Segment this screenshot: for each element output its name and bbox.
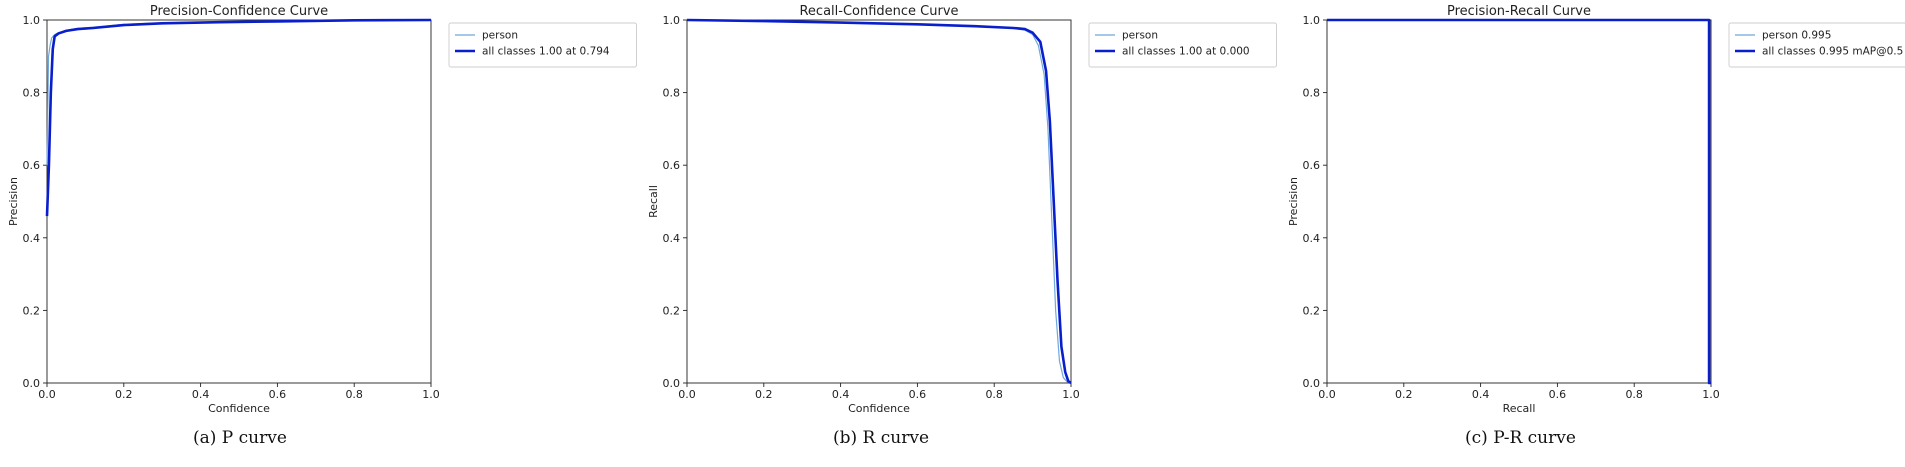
x-tick-label: 0.2 [755,388,773,401]
x-tick-label: 1.0 [422,388,440,401]
y-axis-label: Precision [7,177,20,226]
caption-r-curve: (b) R curve [833,428,930,448]
y-tick-label: 0.8 [23,87,41,100]
y-axis-label: Precision [1287,177,1300,226]
legend-entry: person [1122,30,1158,42]
y-tick-label: 0.4 [23,232,41,245]
x-tick-label: 0.6 [269,388,287,401]
x-axis-label: Confidence [208,402,270,415]
legend-entry: all classes 1.00 at 0.000 [1122,46,1250,58]
y-tick-label: 0.4 [1303,232,1321,245]
chart-precision-confidence: Precision-Confidence Curve 0.0 0.2 0.4 0.6 0.… [7,4,637,415]
y-tick-label: 0.4 [663,232,681,245]
chart-title: Precision-Confidence Curve [150,4,328,19]
legend-box [448,22,637,68]
x-tick-label: 0.0 [678,388,696,401]
x-tick-label: 0.2 [115,388,133,401]
y-tick-label: 0.8 [663,87,681,100]
legend-entry: all classes 0.995 mAP@0.5 [1762,46,1903,58]
chart-precision-recall: Precision-Recall Curve 0.0 0.2 0.4 0.6 0.8 1.0… [1287,4,1905,415]
plot-area [686,19,1072,384]
legend-box [1728,22,1905,68]
x-axis-label: Confidence [848,402,910,415]
y-tick-label: 0.6 [1303,159,1321,172]
x-tick-label: 0.4 [1472,388,1490,401]
chart-recall-confidence: Recall-Confidence Curve 0.0 0.2 0.4 0.6 0.8 1.… [647,4,1277,415]
y-tick-label: 0.0 [23,377,41,390]
x-tick-label: 0.6 [909,388,927,401]
x-tick-label: 0.0 [1318,388,1336,401]
x-tick-label: 1.0 [1702,388,1720,401]
y-tick-label: 0.2 [1303,304,1321,317]
x-tick-label: 0.8 [345,388,363,401]
plot-area [46,19,432,384]
caption-pr-curve: (c) P-R curve [1465,428,1576,448]
y-tick-label: 0.0 [663,377,681,390]
legend-entry: person 0.995 [1762,30,1831,42]
plot-area [1326,19,1712,384]
y-tick-label: 0.6 [663,159,681,172]
y-tick-label: 1.0 [1303,14,1321,27]
y-tick-label: 1.0 [23,14,41,27]
y-axis-label: Recall [647,185,660,218]
x-tick-label: 0.0 [38,388,56,401]
x-tick-label: 0.8 [1625,388,1643,401]
x-tick-label: 0.4 [832,388,850,401]
y-tick-label: 0.2 [663,304,681,317]
chart-title: Precision-Recall Curve [1447,4,1591,19]
x-axis-label: Recall [1503,402,1536,415]
series-line-all-classes-1-00-at-0-794 [45,18,432,217]
y-tick-label: 1.0 [663,14,681,27]
legend-entry: person [482,30,518,42]
x-tick-label: 0.2 [1395,388,1413,401]
legend-entry: all classes 1.00 at 0.794 [482,46,610,58]
y-tick-label: 0.6 [23,159,41,172]
chart-title: Recall-Confidence Curve [799,4,958,19]
x-tick-label: 0.4 [192,388,210,401]
y-tick-label: 0.8 [1303,87,1321,100]
legend-box [1088,22,1277,68]
series-line-all-classes-0-995-map-0-5 [1327,18,1711,385]
caption-p-curve: (a) P curve [193,428,287,448]
y-tick-label: 0.0 [1303,377,1321,390]
x-tick-label: 1.0 [1062,388,1080,401]
x-tick-label: 0.8 [985,388,1003,401]
x-tick-label: 0.6 [1549,388,1567,401]
y-tick-label: 0.2 [23,304,41,317]
series-line-all-classes-1-00-at-0-000 [686,18,1072,385]
